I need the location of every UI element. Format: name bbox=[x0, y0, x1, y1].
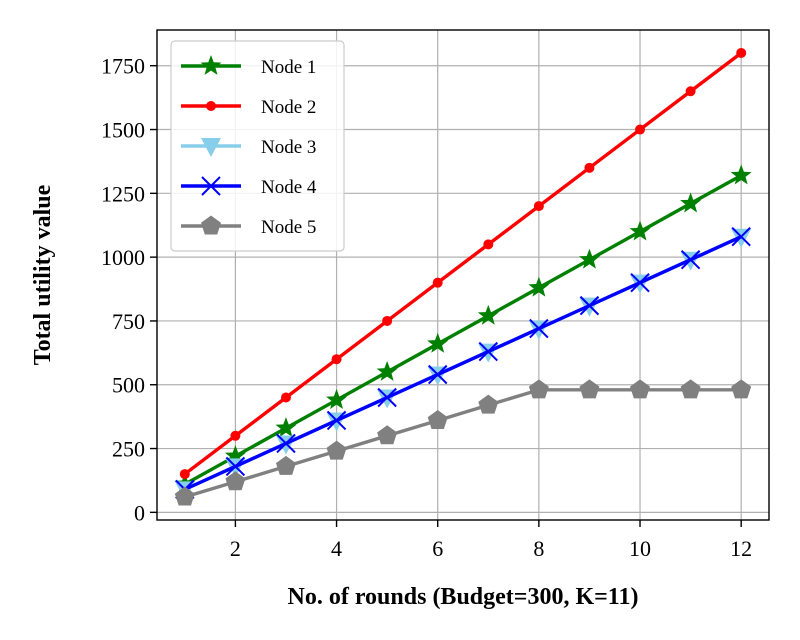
data-point bbox=[630, 272, 650, 293]
data-point bbox=[427, 409, 448, 429]
data-point bbox=[528, 379, 549, 399]
data-point bbox=[584, 162, 595, 173]
legend-label: Node 1 bbox=[261, 57, 316, 78]
data-point bbox=[225, 471, 246, 491]
data-point bbox=[736, 47, 747, 58]
series-2 bbox=[179, 47, 747, 480]
x-tick-label: 6 bbox=[432, 536, 443, 561]
legend-item: Node 3 bbox=[181, 137, 316, 158]
data-point bbox=[477, 304, 499, 325]
data-point bbox=[224, 445, 246, 466]
data-point bbox=[376, 360, 398, 381]
x-axis-title: No. of rounds (Budget=300, K=11) bbox=[288, 584, 639, 610]
legend-item: Node 5 bbox=[181, 215, 316, 238]
series-4 bbox=[175, 227, 751, 500]
series-5 bbox=[174, 379, 752, 506]
legend-label: Node 5 bbox=[261, 217, 316, 238]
data-point bbox=[382, 315, 393, 326]
data-point bbox=[230, 430, 241, 441]
data-point bbox=[377, 387, 397, 408]
data-point bbox=[685, 86, 696, 97]
y-tick-label: 750 bbox=[112, 309, 145, 334]
ticks: 2 4 6 8 10 12 0 250 500 750 1000 1250 1500 1750 bbox=[101, 54, 752, 561]
legend: Node 1 Node 2 Node 3 Node 4 Node 5 bbox=[170, 40, 345, 252]
legend-marker bbox=[201, 138, 221, 157]
legend-label: Node 2 bbox=[261, 97, 316, 118]
data-point bbox=[579, 379, 600, 399]
data-point bbox=[478, 394, 499, 414]
legend-item: Node 1 bbox=[181, 55, 316, 78]
legend-item: Node 4 bbox=[181, 176, 317, 198]
data-point bbox=[578, 248, 600, 269]
legend-item: Node 2 bbox=[181, 97, 316, 118]
data-point bbox=[680, 192, 702, 213]
data-point bbox=[529, 318, 549, 339]
y-tick-label: 1000 bbox=[101, 245, 145, 270]
data-point bbox=[331, 354, 342, 365]
data-point bbox=[326, 389, 348, 409]
data-point bbox=[428, 364, 448, 385]
y-tick-label: 1250 bbox=[101, 181, 145, 206]
data-point bbox=[174, 486, 195, 506]
data-point bbox=[478, 341, 498, 362]
data-point bbox=[276, 433, 296, 454]
x-tick-label: 10 bbox=[629, 536, 651, 561]
data-point bbox=[432, 277, 443, 288]
data-point bbox=[275, 455, 296, 475]
series-line bbox=[184, 388, 742, 499]
data-point bbox=[533, 201, 544, 212]
legend-label: Node 3 bbox=[261, 137, 316, 158]
data-point bbox=[731, 379, 752, 399]
legend-marker bbox=[201, 215, 221, 235]
data-point bbox=[680, 249, 701, 270]
series-line bbox=[184, 235, 742, 491]
data-point bbox=[275, 417, 297, 438]
data-point bbox=[629, 220, 651, 241]
legend-marker bbox=[206, 101, 216, 111]
data-point bbox=[427, 332, 449, 353]
data-point bbox=[179, 469, 190, 480]
data-point bbox=[731, 227, 751, 247]
y-tick-label: 0 bbox=[134, 500, 145, 525]
x-tick-label: 8 bbox=[533, 536, 544, 561]
x-tick-label: 4 bbox=[331, 536, 342, 561]
data-point bbox=[635, 124, 646, 135]
data-point bbox=[377, 425, 398, 445]
series-1 bbox=[174, 164, 752, 494]
data-point bbox=[225, 456, 246, 477]
y-axis-title: Total utility value bbox=[30, 184, 56, 365]
data-point bbox=[579, 295, 600, 316]
series-layer bbox=[174, 47, 752, 506]
y-tick-label: 500 bbox=[112, 373, 145, 398]
series-line bbox=[183, 173, 743, 486]
x-tick-label: 2 bbox=[230, 536, 241, 561]
y-tick-label: 1750 bbox=[101, 54, 145, 79]
legend-marker bbox=[200, 55, 222, 75]
data-point bbox=[326, 410, 347, 431]
legend-box bbox=[170, 40, 345, 252]
series-line bbox=[183, 51, 743, 476]
data-point bbox=[528, 276, 550, 297]
data-point bbox=[680, 379, 701, 399]
data-point bbox=[630, 379, 651, 399]
data-point bbox=[730, 164, 752, 185]
legend-marker bbox=[201, 176, 221, 196]
y-tick-label: 1500 bbox=[101, 118, 145, 143]
data-point bbox=[483, 239, 494, 250]
plot-frame bbox=[156, 29, 770, 521]
y-tick-label: 250 bbox=[112, 437, 145, 462]
legend-label: Node 4 bbox=[261, 177, 317, 198]
data-point bbox=[280, 392, 291, 403]
x-tick-label: 12 bbox=[730, 536, 752, 561]
data-point bbox=[326, 440, 347, 460]
